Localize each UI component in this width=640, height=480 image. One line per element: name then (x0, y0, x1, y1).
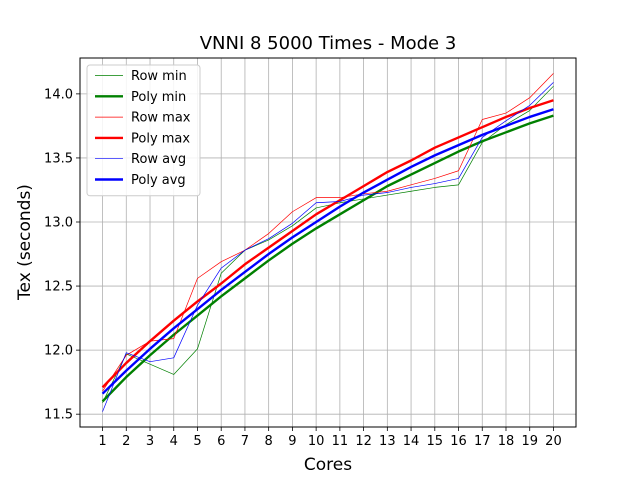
x-tick-label: 8 (265, 434, 273, 449)
x-tick-label: 18 (498, 434, 515, 449)
series-line-row-avg (102, 82, 554, 412)
series-line-poly-avg (101, 108, 554, 395)
x-tick-label: 3 (146, 434, 154, 449)
legend-box (86, 64, 201, 197)
x-tick-label: 14 (403, 434, 420, 449)
x-tick-label: 16 (450, 434, 467, 449)
x-tick-label: 15 (427, 434, 444, 449)
x-tick-label: 1 (98, 434, 106, 449)
x-tick-label: 4 (170, 434, 178, 449)
legend-label-poly-min: Poly min (131, 90, 186, 105)
y-tick-label: 12.5 (44, 280, 73, 295)
y-tick-label: 12.0 (44, 344, 73, 359)
legend-label-row-max: Row max (131, 111, 191, 126)
series-lines (101, 73, 554, 412)
x-tick-label: 10 (308, 434, 325, 449)
x-axis-label: Cores (304, 455, 352, 475)
x-tick-label: 17 (474, 434, 491, 449)
legend-label-row-avg: Row avg (131, 152, 186, 167)
x-tick-label: 2 (122, 434, 130, 449)
series-line-row-min (102, 85, 554, 403)
x-tick-label: 20 (545, 434, 562, 449)
x-tick-label: 6 (217, 434, 225, 449)
series-line-poly-max (101, 99, 554, 389)
y-tick-label: 14.0 (44, 87, 73, 102)
plot-frame (79, 57, 577, 428)
legend-label-row-min: Row min (131, 69, 187, 84)
legend: Row min Poly min Row max Poly max Row avg Pol… (86, 64, 201, 197)
x-tick-label: 7 (241, 434, 249, 449)
legend-label-poly-max: Poly max (131, 131, 190, 146)
y-axis-label: Tex (seconds) (15, 184, 35, 301)
chart-title: VNNI 8 5000 Times - Mode 3 (200, 33, 457, 54)
x-tick-label: 19 (521, 434, 538, 449)
x-tick-label: 11 (332, 434, 349, 449)
x-tick-label: 5 (193, 434, 201, 449)
y-tick-label: 13.0 (44, 216, 73, 231)
x-tick-label: 13 (379, 434, 396, 449)
series-line-poly-min (101, 114, 554, 403)
y-tick-label: 11.5 (44, 408, 73, 423)
y-tick-label: 13.5 (44, 151, 73, 166)
x-tick-label: 9 (288, 434, 296, 449)
axis-ticks: 1 2 3 4 5 6 7 8 9 10 11 12 13 14 15 16 17 18 19 2011.512.01… (44, 87, 562, 449)
x-tick-label: 12 (355, 434, 372, 449)
legend-label-poly-avg: Poly avg (131, 173, 186, 188)
